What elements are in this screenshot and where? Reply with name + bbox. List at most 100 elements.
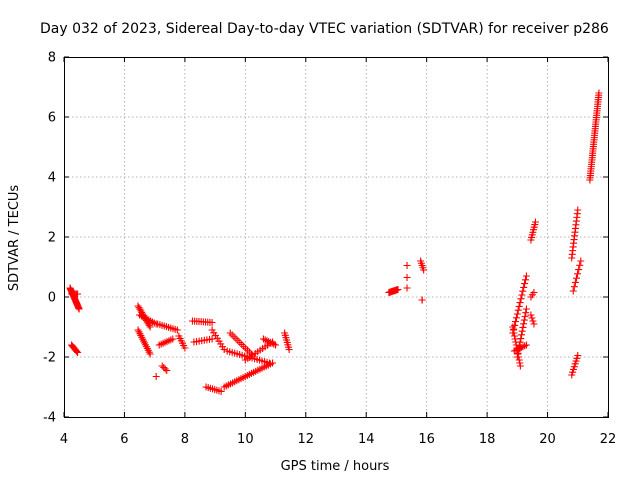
data-point <box>74 349 82 356</box>
data-point <box>520 316 528 324</box>
data-point <box>515 344 523 352</box>
data-point <box>595 89 603 97</box>
data-point <box>510 347 518 355</box>
data-point <box>515 302 523 310</box>
chart-title: Day 032 of 2023, Sidereal Day-to-day VTE… <box>40 21 609 37</box>
data-point <box>208 335 216 343</box>
data-point <box>511 332 519 340</box>
data-point <box>530 289 538 296</box>
data-point <box>516 362 524 370</box>
data-point <box>530 320 538 328</box>
data-point <box>520 283 528 291</box>
data-point <box>512 346 520 354</box>
data-point <box>169 335 177 343</box>
data-point <box>272 341 280 349</box>
data-point <box>146 350 154 358</box>
data-point <box>266 338 274 346</box>
y-tick-label: 6 <box>48 111 56 126</box>
data-point <box>571 278 579 286</box>
data-point <box>517 335 525 343</box>
x-tick-label: 12 <box>298 432 315 447</box>
x-tick-label: 8 <box>181 432 189 447</box>
data-point <box>509 326 517 334</box>
x-tick-label: 22 <box>600 432 617 447</box>
data-point <box>514 345 522 353</box>
data-point <box>574 270 582 278</box>
data-point <box>158 362 166 370</box>
data-point <box>522 341 530 349</box>
y-tick-label: -4 <box>43 411 56 426</box>
data-point <box>220 346 228 353</box>
x-tick-label: 14 <box>358 432 375 447</box>
data-point <box>517 344 525 352</box>
data-point <box>520 320 528 328</box>
data-point <box>531 218 539 226</box>
data-point <box>519 287 527 295</box>
data-point <box>266 359 274 367</box>
data-point <box>518 291 526 299</box>
y-tick-label: 0 <box>48 291 56 306</box>
data-point <box>522 272 530 280</box>
y-axis-label: SDTVAR / TECUs <box>7 185 22 292</box>
data-point <box>510 329 518 337</box>
axis-ticks: 4 6 8 10 12 14 16 18 20 22 -4 -2 0 2 4 6 8 <box>43 51 616 448</box>
data-point <box>265 338 273 346</box>
data-point <box>528 314 536 322</box>
y-tick-label: 4 <box>48 171 56 186</box>
x-tick-label: 10 <box>237 432 254 447</box>
data-point <box>74 290 82 298</box>
data-series <box>66 89 603 395</box>
y-tick-label: 2 <box>48 231 56 246</box>
data-point <box>514 306 522 314</box>
x-tick-label: 18 <box>479 432 496 447</box>
data-point <box>217 388 225 395</box>
data-point <box>152 373 160 380</box>
data-point <box>569 287 577 295</box>
y-tick-label: 8 <box>48 51 56 66</box>
x-tick-label: 16 <box>418 432 435 447</box>
data-point <box>403 262 411 269</box>
data-point <box>208 319 216 326</box>
data-point <box>522 305 530 313</box>
data-point <box>75 305 83 313</box>
data-point <box>285 346 293 353</box>
data-point <box>511 321 519 329</box>
data-point <box>160 364 168 371</box>
data-point <box>513 353 521 361</box>
data-point <box>403 284 411 292</box>
x-axis-label: GPS time / hours <box>281 459 390 474</box>
x-tick-label: 4 <box>60 432 68 447</box>
grid-lines <box>64 57 608 417</box>
data-point <box>263 337 271 345</box>
data-point <box>519 323 527 331</box>
data-point <box>521 276 529 284</box>
data-point <box>512 314 520 322</box>
data-point <box>516 338 524 346</box>
data-point <box>418 296 426 304</box>
plot-frame <box>64 57 609 418</box>
data-point <box>420 266 428 274</box>
data-point <box>268 339 276 347</box>
data-point <box>521 342 529 350</box>
data-point <box>577 257 585 265</box>
data-point <box>572 274 580 282</box>
data-point <box>259 335 267 343</box>
data-point <box>521 312 529 320</box>
data-point <box>394 286 402 293</box>
data-point <box>527 311 535 319</box>
data-point <box>574 206 582 214</box>
data-point <box>522 309 530 317</box>
data-point <box>73 347 81 355</box>
y-tick-label: -2 <box>43 351 56 366</box>
data-point <box>161 365 169 373</box>
data-point <box>516 299 524 307</box>
x-tick-label: 6 <box>120 432 128 447</box>
data-point <box>575 266 583 274</box>
data-point <box>521 280 529 288</box>
data-point <box>517 295 525 303</box>
data-point <box>570 283 578 291</box>
data-point <box>173 326 181 334</box>
data-point <box>181 344 189 352</box>
data-point <box>261 336 269 344</box>
